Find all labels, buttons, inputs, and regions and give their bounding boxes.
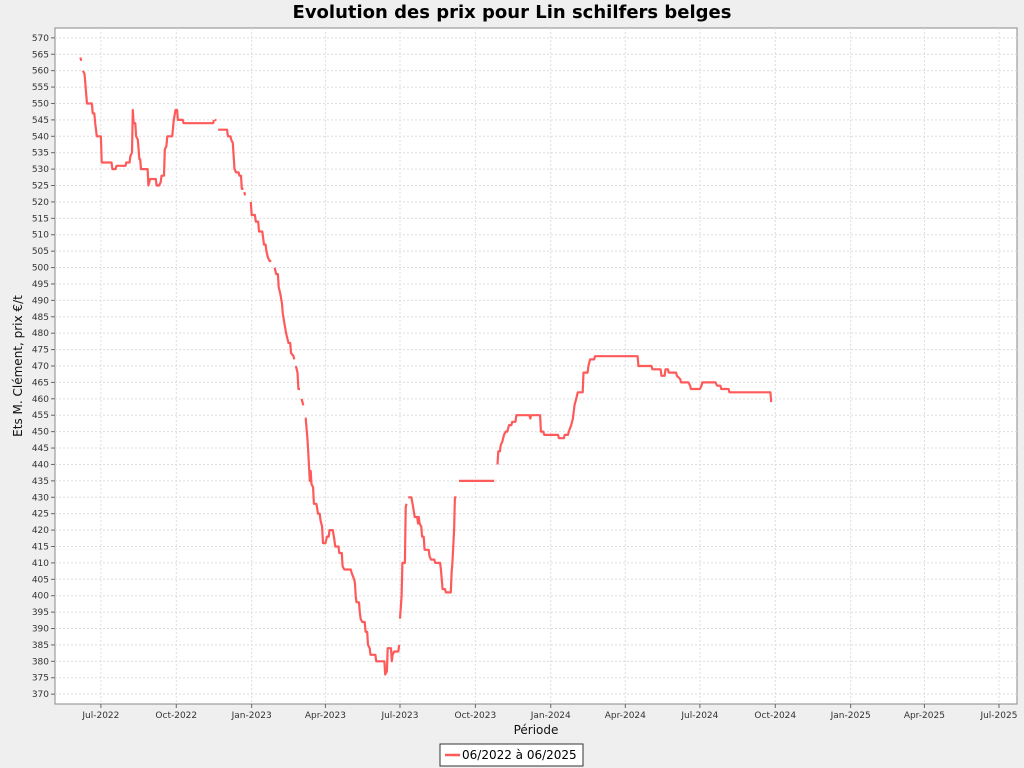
y-tick-label: 425: [32, 510, 49, 520]
x-axis-title: Période: [514, 723, 559, 737]
y-tick-label: 570: [32, 34, 49, 44]
y-tick-label: 475: [32, 346, 49, 356]
y-tick-label: 555: [32, 83, 49, 93]
series-line: [79, 57, 773, 676]
series-segment: [79, 57, 83, 62]
y-tick-label: 430: [32, 493, 49, 503]
grid-lines: [55, 28, 1017, 704]
legend-box: [439, 743, 584, 767]
y-tick-label: 550: [32, 99, 49, 109]
series-segment: [398, 503, 408, 619]
y-tick-label: 405: [32, 575, 49, 585]
x-tick-label: Apr-2024: [605, 711, 646, 721]
series-segment: [496, 355, 773, 465]
y-tick-label: 515: [32, 214, 49, 224]
series-segment: [300, 398, 305, 406]
y-tick-label: 510: [32, 231, 49, 241]
y-tick-label: 490: [32, 296, 49, 306]
y-tick-label: 380: [32, 657, 49, 667]
y-tick-label: 460: [32, 395, 49, 405]
y-tick-label: 500: [32, 264, 49, 274]
y-tick-label: 400: [32, 592, 49, 602]
x-tick-label: Jul-2023: [380, 711, 418, 721]
chart-title: Evolution des prix pour Lin schilfers be…: [293, 2, 732, 23]
y-tick-label: 440: [32, 460, 49, 470]
y-tick-label: 385: [32, 641, 49, 651]
x-tick-label: Jul-2025: [979, 711, 1017, 721]
x-tick-label: Apr-2023: [305, 711, 346, 721]
y-tick-label: 540: [32, 132, 49, 142]
y-tick-label: 520: [32, 198, 49, 208]
y-axis: 370 375 380 385 390 395 400 405 410 415 420 425 430 4…: [32, 34, 55, 700]
y-tick-label: 545: [32, 116, 49, 126]
y-tick-label: 395: [32, 608, 49, 618]
y-tick-label: 470: [32, 362, 49, 372]
series-segment: [408, 496, 457, 594]
x-tick-label: Oct-2024: [754, 711, 796, 721]
y-tick-label: 375: [32, 674, 49, 684]
y-tick-label: 415: [32, 542, 49, 552]
x-tick-label: Oct-2022: [155, 711, 197, 721]
x-tick-label: Oct-2023: [455, 711, 497, 721]
y-tick-label: 435: [32, 477, 49, 487]
series-segment: [81, 70, 216, 187]
legend-label: 06/2022 à 06/2025: [462, 748, 577, 762]
y-tick-label: 525: [32, 182, 49, 192]
series-segment: [218, 128, 244, 190]
y-axis-title: Ets M. Clément, prix €/t: [11, 295, 25, 437]
y-tick-label: 450: [32, 428, 49, 438]
y-tick-label: 410: [32, 559, 49, 569]
series-segment: [249, 201, 272, 263]
y-tick-label: 535: [32, 149, 49, 159]
y-tick-label: 390: [32, 625, 49, 635]
series-segment: [304, 417, 401, 676]
y-tick-label: 480: [32, 329, 49, 339]
x-tick-label: Apr-2025: [904, 711, 945, 721]
series-segment: [273, 267, 296, 360]
y-tick-label: 565: [32, 50, 49, 60]
x-axis: Jul-2022 Oct-2022 Jan-2023 Apr-2023 Jul-2023…: [81, 704, 1017, 721]
y-tick-label: 445: [32, 444, 49, 454]
series-segment: [243, 191, 247, 196]
legend: 06/2022 à 06/2025: [439, 743, 584, 767]
x-tick-label: Jul-2022: [81, 711, 119, 721]
x-tick-label: Jan-2023: [231, 711, 272, 721]
x-tick-label: Jul-2024: [680, 711, 718, 721]
y-tick-label: 495: [32, 280, 49, 290]
y-tick-label: 455: [32, 411, 49, 421]
x-tick-label: Jan-2024: [530, 711, 571, 721]
y-tick-label: 560: [32, 67, 49, 77]
series-segment: [294, 365, 300, 391]
y-tick-label: 420: [32, 526, 49, 536]
x-tick-label: Jan-2025: [830, 711, 871, 721]
y-tick-label: 370: [32, 690, 49, 700]
y-tick-label: 485: [32, 313, 49, 323]
y-tick-label: 505: [32, 247, 49, 257]
y-tick-label: 465: [32, 378, 49, 388]
y-tick-label: 530: [32, 165, 49, 175]
